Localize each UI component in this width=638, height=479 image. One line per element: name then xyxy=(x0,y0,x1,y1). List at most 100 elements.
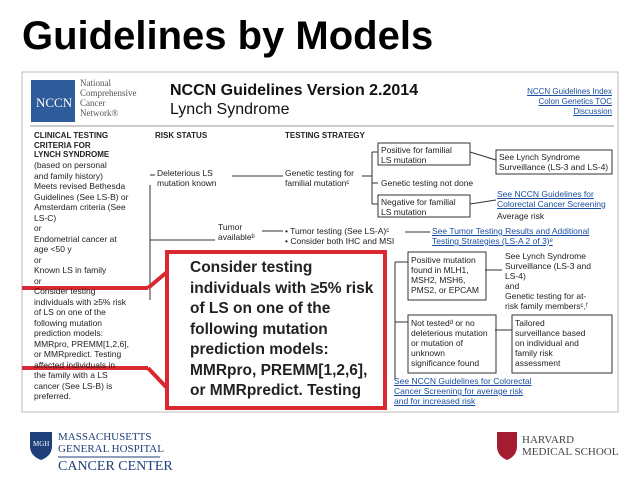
column-heading: TESTING STRATEGY xyxy=(285,131,365,140)
criteria-line: or xyxy=(34,275,42,286)
result: Genetic testing not done xyxy=(381,178,474,188)
action: LS-4) xyxy=(505,271,526,281)
criteria-line: affected individuals in xyxy=(34,359,116,370)
nccn-logo-box xyxy=(31,80,75,122)
callout-line: MMRpro, PREMM[1,2,6], xyxy=(190,361,368,379)
result: PMS2, or EPCAM xyxy=(411,285,480,295)
action: Surveillance (LS-3 and LS-4) xyxy=(499,162,609,172)
action: risk family membersᶜ,ᶠ xyxy=(505,301,588,311)
action: See Lynch Syndrome xyxy=(505,251,586,261)
risk-status: mutation known xyxy=(157,178,217,188)
result: unknown xyxy=(411,348,446,358)
mgh-shield xyxy=(30,432,52,460)
result: Positive for familial xyxy=(381,145,452,155)
criteria-line: and family history) xyxy=(34,170,103,181)
action-link[interactable]: See NCCN Guidelines for Colorectal xyxy=(394,376,532,386)
criteria-line: MMRpro, PREMM[1,2,6], xyxy=(34,338,129,349)
mgh-cancer-center: CANCER CENTER xyxy=(58,459,173,474)
criteria-line: or MMRpredict. Testing xyxy=(34,349,122,359)
criteria-line: Consider testing xyxy=(34,286,96,296)
criteria-line: preferred. xyxy=(34,391,71,401)
result: Positive mutation xyxy=(411,255,476,265)
risk-status: Deleterious LS xyxy=(157,168,213,178)
callout-connectors xyxy=(22,270,169,390)
action: family risk xyxy=(515,348,553,358)
result: significance found xyxy=(411,358,480,368)
testing-strategy: familial mutationᶜ xyxy=(285,178,350,188)
criteria-line: cancer (See LS-B) is xyxy=(34,380,113,391)
nav-link[interactable]: Colon Genetics TOC xyxy=(538,97,612,106)
action: Tailored xyxy=(515,318,545,328)
action: Average risk xyxy=(497,211,545,221)
nccn-org: National xyxy=(80,78,111,88)
criteria-line: Known LS in family xyxy=(34,265,107,275)
flow-lines xyxy=(149,142,613,380)
callout-line: or MMRpredict. Testing xyxy=(190,382,362,399)
harvard-name: HARVARD xyxy=(522,434,575,446)
testing-strategy: Genetic testing for xyxy=(285,168,354,178)
criteria-line: of LS on one of the xyxy=(34,307,106,317)
callout-box xyxy=(165,250,387,410)
action: and xyxy=(505,281,520,291)
nav-link[interactable]: Discussion xyxy=(573,107,612,116)
action-link[interactable]: Cancer Screening for average risk xyxy=(394,386,523,396)
criteria-line: Endometrial cancer at xyxy=(34,233,117,244)
nccn-org: Cancer xyxy=(80,98,106,108)
result: found in MLH1, xyxy=(411,265,469,275)
testing-strategy: • Consider both IHC and MSI xyxy=(285,236,395,246)
nccn-org: Network® xyxy=(80,108,119,118)
criteria-line: or xyxy=(34,254,42,265)
column-heading: CLINICAL TESTING xyxy=(34,131,109,140)
criteria-line: Guidelines (See LS-B) or xyxy=(34,191,129,202)
harvard-shield xyxy=(497,432,517,460)
action: Surveillance (LS-3 and xyxy=(505,261,591,271)
criteria-line: the family with a LS xyxy=(34,370,108,380)
result: LS mutation xyxy=(381,155,427,165)
result: Negative for familial xyxy=(381,197,456,207)
column-heading: CRITERIA FOR xyxy=(34,140,91,150)
action-link[interactable]: See NCCN Guidelines for xyxy=(497,189,594,199)
column-heading: RISK STATUS xyxy=(155,131,208,140)
criteria-line: or xyxy=(34,223,42,233)
action: on individual and xyxy=(515,338,579,348)
criteria-line: prediction models: xyxy=(34,328,103,338)
result: MSH2, MSH6, xyxy=(411,275,466,285)
criteria-line: LS-C) xyxy=(34,212,57,223)
action-link[interactable]: and for increased risk xyxy=(394,396,476,406)
criteria-line: Amsterdam criteria (See xyxy=(34,202,126,212)
mgh-name: MASSACHUSETTS xyxy=(58,431,152,443)
criteria-line: age <50 y xyxy=(34,244,72,254)
action-link[interactable]: Colorectal Cancer Screening xyxy=(497,199,606,209)
action-link[interactable]: See Tumor Testing Results and Additional xyxy=(432,226,590,236)
testing-strategy: • Tumor testing (See LS-A)ᶜ xyxy=(285,226,390,236)
callout-line: following mutation xyxy=(190,320,328,338)
action-link[interactable]: Testing Strategies (LS-A 2 of 3)ᵉ xyxy=(432,236,553,246)
nccn-logo: NCCN xyxy=(36,95,73,110)
nav-link[interactable]: NCCN Guidelines Index xyxy=(527,87,612,96)
criteria-line: following mutation xyxy=(34,317,103,328)
callout-line: of LS on one of the xyxy=(190,300,331,317)
action: Genetic testing for at- xyxy=(505,291,587,301)
callout-line: individuals with ≥5% risk xyxy=(190,279,374,297)
harvard-name: MEDICAL SCHOOL xyxy=(522,446,619,458)
callout-line: Consider testing xyxy=(190,259,313,276)
criteria-line: (based on personal xyxy=(34,160,107,170)
nccn-org: Comprehensive xyxy=(80,88,137,98)
risk-status: availableᵇ xyxy=(218,232,255,242)
result: LS mutation xyxy=(381,207,427,217)
action: See Lynch Syndrome xyxy=(499,152,580,162)
callout-line: prediction models: xyxy=(190,341,329,358)
mgh-badge: MGH xyxy=(33,440,50,448)
criteria-line: Meets revised Bethesda xyxy=(34,181,126,191)
result: or mutation of xyxy=(411,338,463,348)
criteria-line: individuals with ≥5% risk xyxy=(34,296,127,307)
guideline-subtitle: Lynch Syndrome xyxy=(170,101,290,118)
action: assessment xyxy=(515,358,561,368)
action: surveillance based xyxy=(515,328,586,338)
mgh-name: GENERAL HOSPITAL xyxy=(58,443,164,455)
slide-title: Guidelines by Models xyxy=(22,14,434,58)
guideline-title: NCCN Guidelines Version 2.2014 xyxy=(170,82,419,99)
result: Not testedᵈ or no xyxy=(411,318,475,328)
